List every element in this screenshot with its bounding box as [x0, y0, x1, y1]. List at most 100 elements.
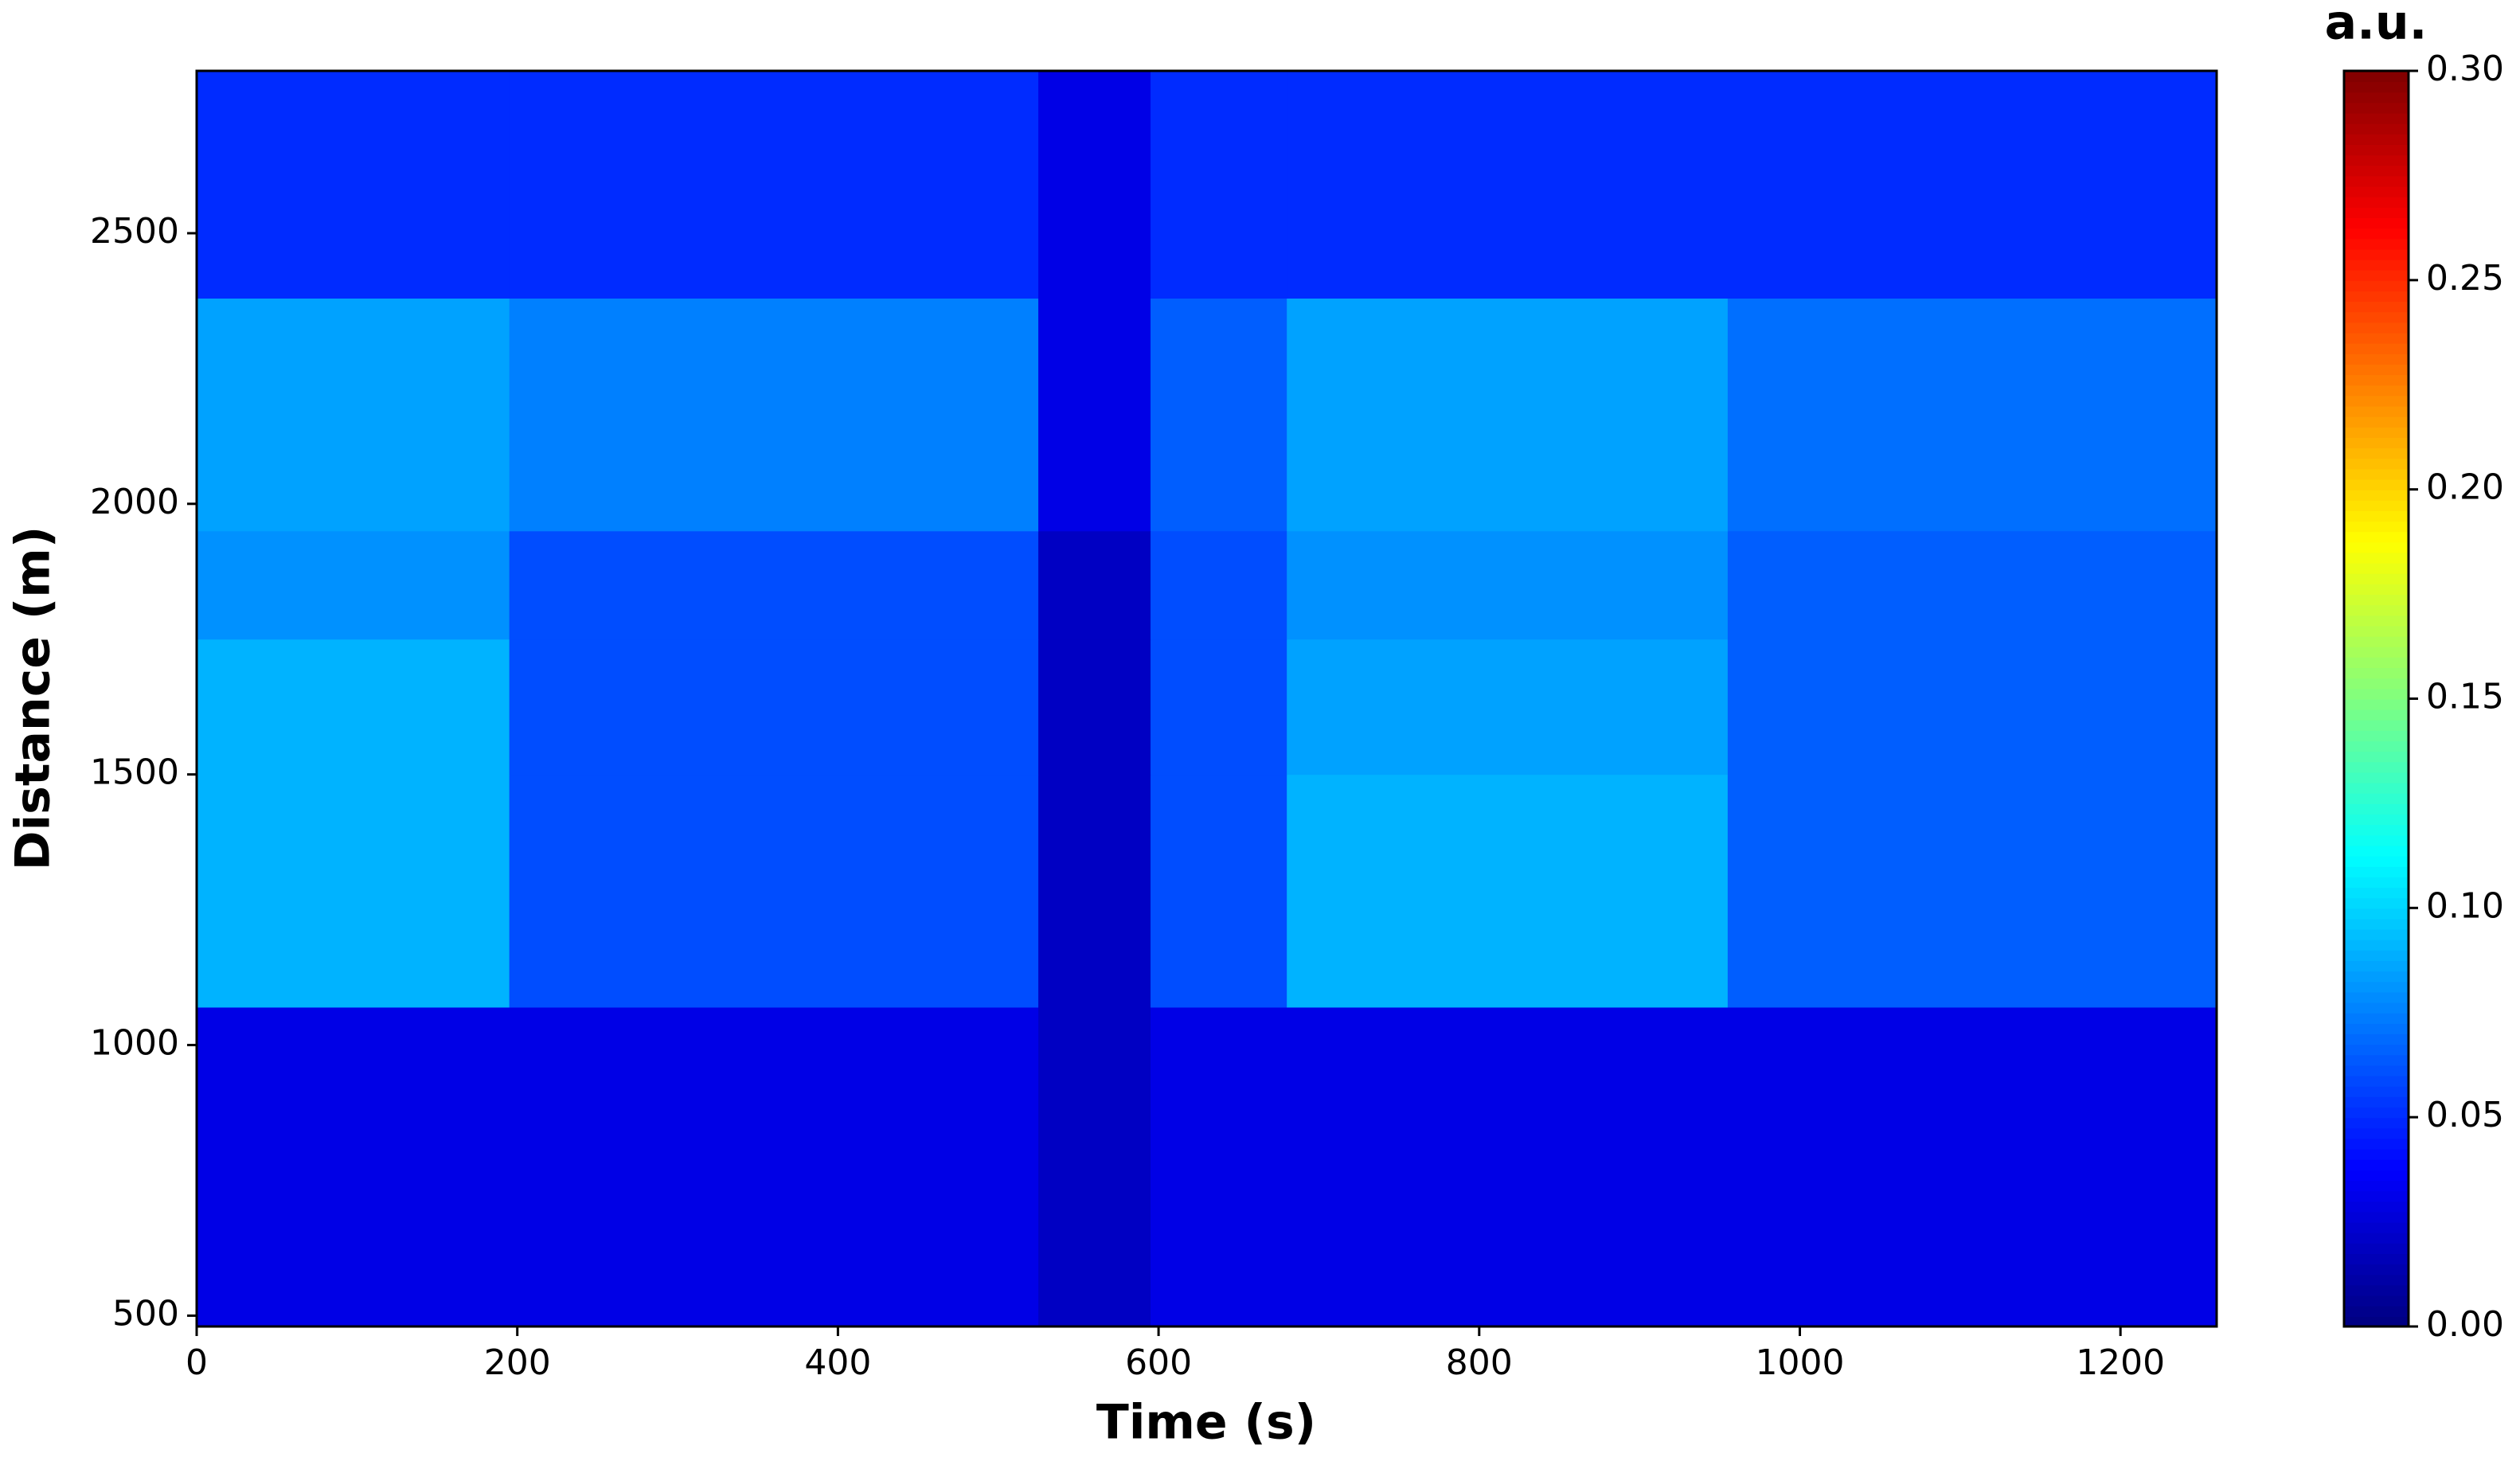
colorbar-segment [2344, 1012, 2409, 1024]
colorbar-segment [2344, 248, 2409, 260]
colorbar-segment [2344, 510, 2409, 522]
colorbar-segment [2344, 667, 2409, 679]
colorbar-segment [2344, 133, 2409, 145]
colorbar-segment [2344, 311, 2409, 323]
colorbar-segment [2344, 583, 2409, 596]
colorbar-segment [2344, 729, 2409, 742]
colorbar-segment [2344, 646, 2409, 658]
plot-frame [195, 69, 2218, 1328]
colorbar-segment [2344, 71, 2409, 83]
colorbar-segment [2344, 154, 2409, 166]
heatmap-cell [1287, 298, 1729, 532]
colorbar-segment [2344, 269, 2409, 281]
colorbar-segment [2344, 709, 2409, 721]
colorbar-segment [2344, 385, 2409, 397]
colorbar-segment [2344, 824, 2409, 836]
colorbar-segment [2344, 991, 2409, 1003]
colorbar-segment [2344, 165, 2409, 177]
colorbar-segment [2344, 447, 2409, 459]
colorbar-segment [2344, 855, 2409, 867]
heatmap-cell [1727, 1006, 2217, 1327]
colorbar-segment [2344, 1138, 2409, 1150]
colorbar-segment [2344, 1274, 2409, 1286]
colorbar-segment [2344, 1022, 2409, 1035]
colorbar-segment [2344, 1221, 2409, 1233]
colorbar-segment [2344, 782, 2409, 794]
colorbar-segment [2344, 1201, 2409, 1213]
colorbar-segment [2344, 1054, 2409, 1066]
colorbar-segment [2344, 1315, 2409, 1327]
heatmap-cell [1727, 298, 2217, 532]
colorbar-segment [2344, 1002, 2409, 1014]
heatmap-cell [197, 530, 510, 640]
colorbar-segment [2344, 604, 2409, 616]
heatmap-cell [1287, 639, 1729, 776]
colorbar-segment [2344, 279, 2409, 291]
colorbar-segment [2344, 531, 2409, 543]
colorbar-segment [2344, 1085, 2409, 1097]
heatmap-cell [1038, 71, 1151, 299]
colorbar-segment [2344, 1211, 2409, 1223]
colorbar-segment [2344, 1253, 2409, 1265]
colorbar-segment [2344, 792, 2409, 804]
colorbar-segment [2344, 1127, 2409, 1139]
colorbar-segment [2344, 1107, 2409, 1119]
heatmap-cell [197, 298, 510, 532]
colorbar-segment [2344, 1295, 2409, 1307]
colorbar-segment [2344, 468, 2409, 480]
heatmap-cell [1727, 774, 2217, 1008]
heatmap-cell [197, 639, 510, 776]
colorbar-segment [2344, 436, 2409, 449]
colorbar-segment [2344, 405, 2409, 417]
colorbar-segment [2344, 1148, 2409, 1160]
heatmap-cell [1727, 639, 2217, 776]
x-tick-label: 600 [1125, 1342, 1192, 1383]
colorbar-segment [2344, 949, 2409, 962]
colorbar-label: a.u. [2325, 0, 2428, 51]
colorbar-segment [2344, 719, 2409, 731]
x-axis-label: Time (s) [1096, 1395, 1316, 1451]
heatmap-cell [509, 1006, 1039, 1327]
colorbar-segment [2344, 196, 2409, 208]
colorbar-segment [2344, 395, 2409, 407]
heatmap-cell [1038, 298, 1151, 532]
colorbar-segment [2344, 865, 2409, 877]
heatmap-cell [1287, 774, 1729, 1008]
colorbar-segment [2344, 374, 2409, 386]
heatmap-cell [1287, 1006, 1729, 1327]
colorbar-segment [2344, 1305, 2409, 1317]
colorbar-segment [2344, 259, 2409, 271]
heatmap-cell [1151, 298, 1287, 532]
colorbar-tick-label: 0.10 [2426, 885, 2504, 926]
x-tick-label: 200 [484, 1342, 551, 1383]
colorbar-segment [2344, 342, 2409, 354]
colorbar-segment [2344, 635, 2409, 647]
x-tick-label: 1000 [1755, 1342, 1844, 1383]
heatmap-cell [197, 1006, 510, 1327]
colorbar-segment [2344, 186, 2409, 197]
colorbar-segment [2344, 740, 2409, 752]
colorbar-segment [2344, 615, 2409, 627]
heatmap-cell [1038, 639, 1151, 776]
heatmap-cell [1151, 639, 1287, 776]
colorbar-segment [2344, 479, 2409, 490]
heatmap-cell [1287, 530, 1729, 640]
y-tick-label: 2000 [90, 482, 179, 522]
y-axis-label: Distance (m) [6, 526, 61, 870]
heatmap-cell [1151, 71, 1287, 299]
colorbar-tick-label: 0.25 [2426, 258, 2504, 299]
colorbar-segment [2344, 1033, 2409, 1045]
colorbar-segment [2344, 1232, 2409, 1244]
x-tick-label: 0 [186, 1342, 208, 1383]
colorbar-segment [2344, 363, 2409, 376]
colorbar-segment [2344, 918, 2409, 930]
y-tick-label: 1500 [90, 752, 179, 793]
colorbar-segment [2344, 353, 2409, 365]
colorbar-segment [2344, 897, 2409, 909]
x-tick-label: 400 [804, 1342, 871, 1383]
colorbar-segment [2344, 562, 2409, 574]
heatmap-cell [1151, 774, 1287, 1008]
colorbar-segment [2344, 845, 2409, 857]
colorbar-segment [2344, 678, 2409, 690]
